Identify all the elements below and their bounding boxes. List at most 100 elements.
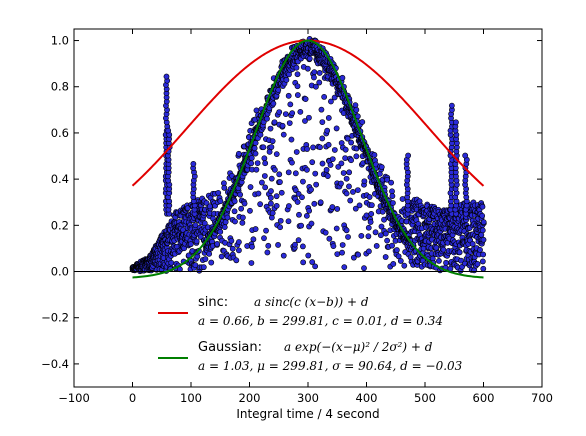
data-point [313, 83, 319, 90]
data-point [311, 69, 318, 76]
x-tick-label: 400 [356, 391, 378, 405]
data-point [378, 164, 385, 170]
data-point [479, 227, 486, 234]
data-point [347, 197, 354, 204]
data-point [312, 170, 319, 177]
data-point [420, 245, 427, 252]
data-point [260, 144, 267, 151]
data-point [368, 210, 375, 217]
data-point [323, 166, 330, 173]
data-point [273, 193, 280, 200]
x-tick-label: 100 [180, 391, 202, 405]
data-point [268, 144, 275, 150]
data-point [361, 265, 367, 272]
data-point [218, 253, 225, 260]
data-point [280, 131, 287, 138]
data-point [382, 254, 389, 260]
data-point [352, 102, 359, 109]
data-point [390, 261, 397, 267]
data-point [285, 92, 292, 99]
data-point [384, 237, 391, 244]
data-point [308, 186, 314, 193]
data-point [365, 224, 372, 231]
data-point [326, 235, 333, 242]
data-point-spike [405, 152, 412, 159]
data-point [477, 246, 483, 253]
data-point [310, 144, 316, 151]
data-point [389, 188, 395, 195]
data-point [292, 170, 299, 177]
data-point [317, 199, 324, 206]
data-point [300, 259, 307, 266]
data-point [217, 198, 224, 205]
data-point [397, 258, 404, 264]
data-point [479, 212, 486, 219]
data-point [371, 152, 378, 158]
data-point [231, 198, 238, 205]
y-tick-label: 0.6 [51, 126, 69, 140]
data-point [277, 224, 283, 231]
data-point [263, 227, 269, 234]
data-point [304, 146, 310, 152]
data-point [343, 227, 350, 234]
data-point [214, 241, 221, 247]
data-point [236, 247, 242, 254]
data-point [354, 187, 361, 194]
y-tick-label: 0.8 [51, 80, 69, 94]
data-point [261, 173, 268, 179]
data-point [382, 230, 389, 237]
data-point [238, 205, 245, 212]
data-point [479, 258, 486, 265]
data-point [206, 250, 213, 257]
data-point [312, 263, 319, 270]
data-point [342, 155, 349, 162]
data-point [443, 259, 449, 266]
data-point [294, 92, 301, 98]
data-point [303, 212, 310, 219]
data-point-spike [462, 152, 469, 159]
data-point [208, 259, 215, 266]
data-point [319, 119, 326, 126]
data-point [299, 194, 305, 201]
data-point [262, 184, 269, 191]
data-point [247, 184, 254, 190]
data-point [474, 261, 481, 267]
y-tick-label: 0.2 [51, 218, 69, 232]
data-point [262, 160, 269, 167]
data-point [372, 229, 379, 236]
data-point [328, 98, 334, 105]
data-point [339, 242, 346, 248]
data-point [221, 224, 228, 231]
data-point [342, 146, 349, 153]
data-point [247, 207, 253, 214]
data-point [250, 236, 257, 243]
data-point [330, 243, 337, 250]
data-point [346, 169, 353, 176]
data-point [224, 214, 231, 221]
data-point [279, 122, 286, 129]
data-point [297, 108, 304, 115]
data-point [264, 115, 270, 122]
data-point [324, 173, 331, 180]
data-point [306, 55, 313, 62]
data-point [267, 125, 274, 132]
data-point [384, 176, 391, 183]
data-point [436, 258, 442, 264]
data-point [248, 155, 255, 161]
data-point [331, 147, 338, 153]
data-point [390, 200, 396, 206]
data-point [235, 239, 242, 245]
data-point [365, 233, 372, 240]
data-point [389, 193, 396, 199]
data-point [440, 246, 447, 253]
x-tick-label: 300 [297, 391, 319, 405]
x-tick-label: 200 [239, 391, 261, 405]
data-point [359, 119, 366, 125]
data-point [259, 179, 265, 186]
data-point [221, 184, 228, 191]
data-point [308, 220, 315, 227]
data-point [356, 202, 363, 209]
data-point [317, 144, 323, 151]
data-point [252, 226, 259, 232]
data-point [282, 111, 289, 118]
